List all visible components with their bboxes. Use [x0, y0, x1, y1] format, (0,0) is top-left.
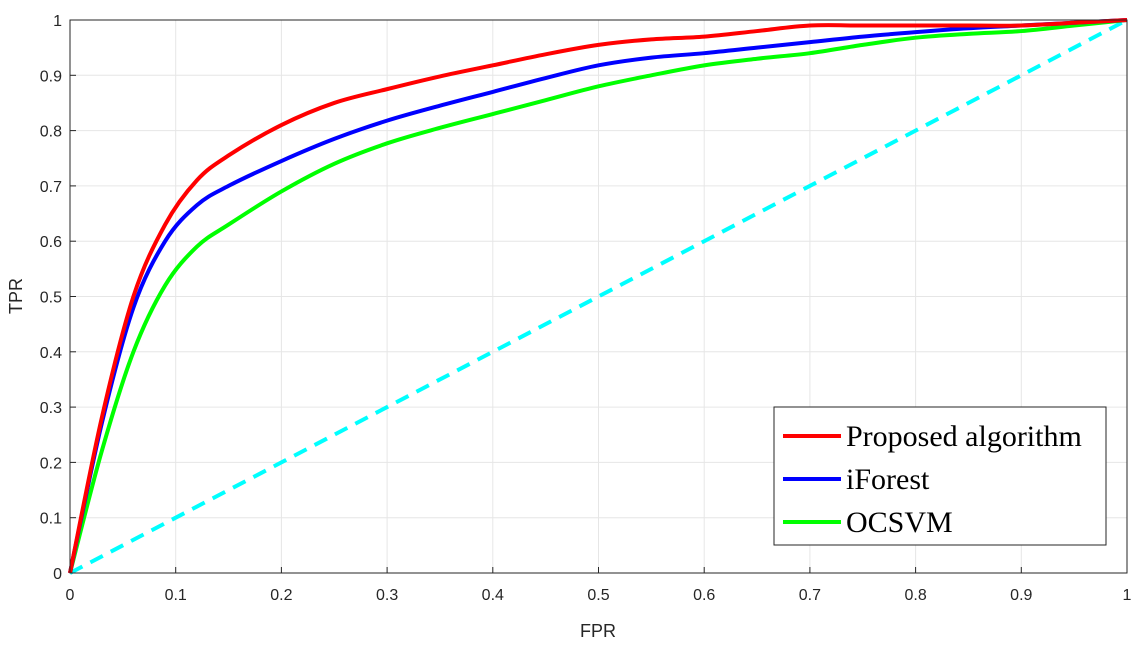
series-line-iforest	[68, 18, 1128, 574]
x-tick-label: 0.6	[693, 587, 715, 604]
y-axis-label: TPR	[6, 278, 26, 314]
x-tick-label: 0.9	[1010, 587, 1032, 604]
y-tick-label: 0.2	[40, 455, 62, 472]
y-tick-label: 0.7	[40, 179, 62, 196]
ticks: 0 0.1 0.2 0.3 0.4 0.5 0.6 0.7 0.8 0.9 1 0 0.1 0.2 0.3 0…	[40, 13, 1132, 604]
series-line-reference-diagonal	[69, 18, 1128, 575]
y-tick-label: 0.9	[40, 68, 62, 85]
y-tick-label: 0.1	[40, 511, 62, 528]
legend-label: Proposed algorithm	[846, 420, 1082, 453]
y-tick-label: 0.3	[40, 400, 62, 417]
y-tick-label: 0.5	[40, 290, 62, 307]
x-tick-label: 1	[1123, 587, 1132, 604]
x-tick-label: 0.7	[799, 587, 821, 604]
series-line-ocsvm	[68, 18, 1128, 574]
y-tick-label: 1	[53, 13, 62, 30]
y-tick-label: 0.6	[40, 234, 62, 251]
y-tick-label: 0.8	[40, 124, 62, 141]
x-tick-label: 0.1	[165, 587, 187, 604]
y-tick-label: 0.4	[40, 345, 62, 362]
series-line-proposed-algorithm	[68, 18, 1128, 574]
legend: Proposed algorithm iForest OCSVM	[773, 406, 1107, 546]
x-tick-label: 0.3	[376, 587, 398, 604]
legend-label: iForest	[846, 463, 930, 496]
x-axis-label: FPR	[580, 621, 616, 641]
x-tick-label: 0.5	[587, 587, 609, 604]
series-layer	[68, 18, 1128, 575]
x-tick-label: 0.2	[270, 587, 292, 604]
x-tick-label: 0.8	[904, 587, 926, 604]
x-tick-label: 0.4	[482, 587, 504, 604]
legend-entries: Proposed algorithm iForest OCSVM	[783, 420, 1082, 539]
x-tick-label: 0	[66, 587, 75, 604]
legend-label: OCSVM	[846, 506, 953, 539]
y-tick-label: 0	[53, 566, 62, 583]
